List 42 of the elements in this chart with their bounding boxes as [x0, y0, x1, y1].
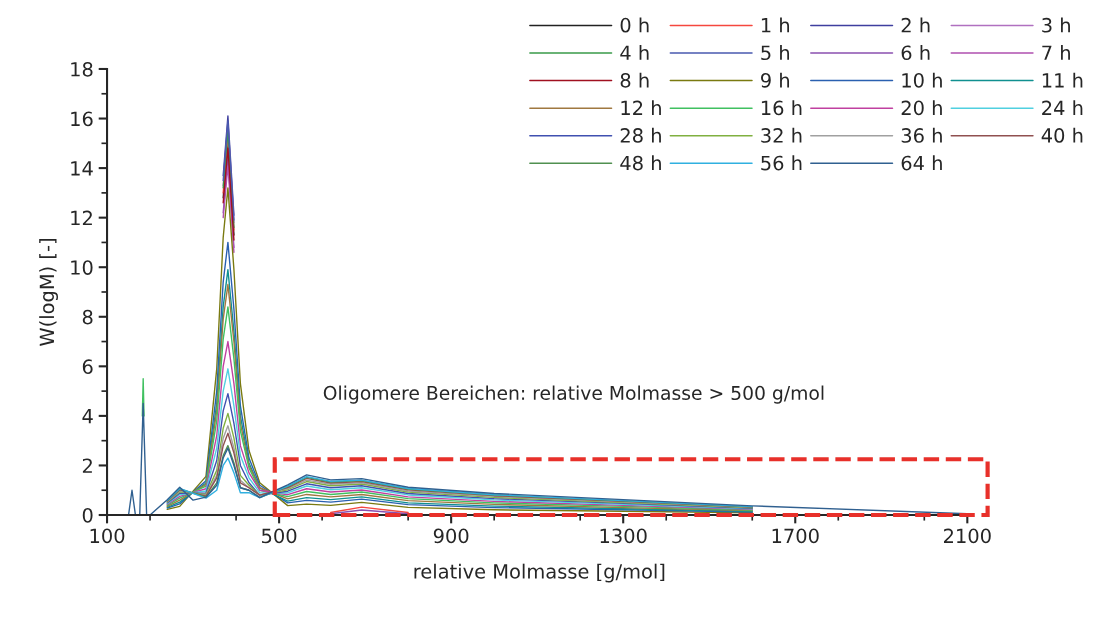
x-axis-title: relative Molmasse [g/mol] — [414, 563, 665, 583]
legend-label: 0 h — [620, 17, 649, 33]
legend-label: 48 h — [620, 155, 661, 171]
y-tick-label: 16 — [71, 111, 93, 127]
x-tick-label: 1700 — [772, 528, 819, 544]
annotation: Oligomere Bereichen: relative Molmasse > 500 g/mol — [323, 385, 824, 404]
y-tick-label: 6 — [82, 359, 93, 374]
legend-label: 10 h — [902, 72, 942, 88]
x-tick-label: 500 — [262, 528, 297, 544]
legend-label: 24 h — [1042, 100, 1083, 115]
legend-label: 6 h — [901, 45, 930, 61]
x-tick-label: 2100 — [943, 528, 991, 544]
legend-label: 64 h — [901, 155, 942, 171]
y-tick-label: 2 — [82, 458, 92, 473]
legend-label: 56 h — [761, 155, 802, 171]
y-tick-label: 4 — [82, 409, 93, 424]
y-tick-label: 10 — [71, 260, 93, 275]
legend-label: 11 h — [1042, 72, 1083, 88]
legend-label: 7 h — [1042, 45, 1070, 60]
x-tick-label: 1300 — [600, 528, 647, 544]
x-tick-label: 900 — [433, 528, 469, 544]
y-axis-title: W(logM) [-] — [39, 239, 58, 346]
legend-label: 20 h — [901, 100, 942, 116]
legend-label: 40 h — [1041, 127, 1083, 143]
legend-label: 36 h — [901, 127, 942, 143]
legend-label: 5 h — [761, 45, 790, 61]
legend-label: 16 h — [761, 100, 802, 116]
legend-label: 2 h — [901, 17, 930, 33]
y-tick-label: 0 — [82, 507, 93, 523]
legend-label: 12 h — [621, 100, 661, 115]
legend-label: 9 h — [761, 72, 790, 88]
legend-label: 8 h — [620, 72, 649, 88]
y-tick-label: 12 — [71, 210, 92, 226]
y-tick-label: 8 — [82, 309, 93, 325]
legend-label: 1 h — [761, 17, 790, 33]
legend-label: 4 h — [620, 45, 649, 60]
y-tick-label: 18 — [71, 61, 93, 77]
legend-label: 32 h — [761, 127, 802, 143]
legend-label: 28 h — [620, 127, 661, 143]
x-tick-label: 100 — [90, 528, 125, 544]
legend-label: 3 h — [1042, 17, 1070, 33]
y-tick-label: 14 — [71, 161, 93, 176]
